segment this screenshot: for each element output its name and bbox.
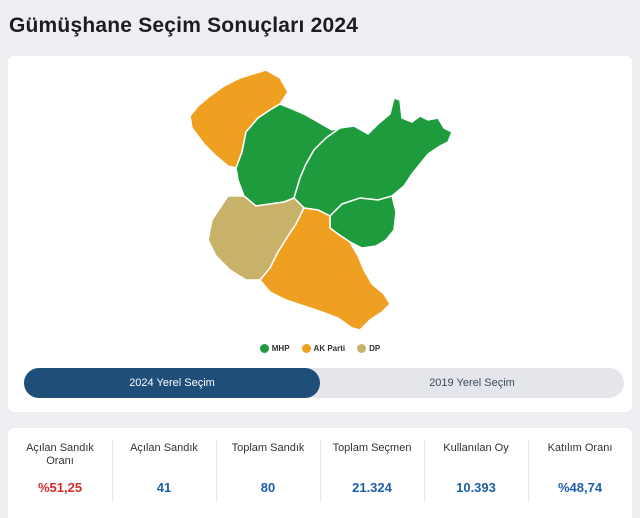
stat-label: Açılan Sandık bbox=[130, 442, 198, 454]
legend-label: MHP bbox=[271, 344, 290, 353]
stat-value: %51,25 bbox=[37, 480, 83, 495]
stat-value: 10.393 bbox=[456, 480, 496, 495]
page-title: Gümüşhane Seçim Sonuçları 2024 bbox=[9, 14, 359, 37]
legend-dot-dp-icon bbox=[357, 344, 367, 353]
tab-2024-yerel-secim[interactable]: 2024 Yerel Seçim bbox=[24, 368, 320, 398]
legend-label: DP bbox=[369, 344, 381, 353]
district-map bbox=[189, 69, 453, 331]
stat-value: 21.324 bbox=[352, 480, 392, 495]
map-card: MHP AK Parti DP 2024 Yerel Seçim 2019 Ye… bbox=[8, 56, 632, 412]
map-legend: MHP AK Parti DP bbox=[8, 344, 632, 353]
stat-toplam-secmen: Toplam Seçmen 21.324 bbox=[320, 428, 424, 518]
tab-2019-yerel-secim[interactable]: 2019 Yerel Seçim bbox=[429, 377, 515, 389]
stat-katilim-orani: Katılım Oranı %48,74 bbox=[528, 428, 632, 518]
legend-label: AK Parti bbox=[313, 344, 346, 353]
stat-label: Toplam Sandık bbox=[231, 442, 305, 454]
district-ak-parti-south[interactable] bbox=[259, 207, 391, 331]
stat-toplam-sandik: Toplam Sandık 80 bbox=[216, 428, 320, 518]
stat-value: 41 bbox=[156, 480, 172, 495]
stat-acilan-sandik-orani: Açılan Sandık Oranı %51,25 bbox=[8, 428, 112, 518]
legend-item-ak-parti: AK Parti bbox=[301, 344, 346, 353]
stat-acilan-sandik: Açılan Sandık 41 bbox=[112, 428, 216, 518]
stat-label: Toplam Seçmen bbox=[332, 442, 412, 454]
stat-kullanilan-oy: Kullanılan Oy 10.393 bbox=[424, 428, 528, 518]
legend-item-mhp: MHP bbox=[259, 344, 290, 353]
district-mhp-east[interactable] bbox=[293, 97, 453, 217]
legend-item-dp: DP bbox=[357, 344, 380, 353]
stat-label: Açılan Sandık Oranı bbox=[26, 442, 94, 467]
stats-panel: Açılan Sandık Oranı %51,25 Açılan Sandık… bbox=[8, 428, 632, 518]
legend-dot-mhp-icon bbox=[259, 344, 269, 353]
stat-label: Kullanılan Oy bbox=[443, 442, 509, 454]
stat-value: %48,74 bbox=[557, 480, 603, 495]
election-year-tabs: 2024 Yerel Seçim 2019 Yerel Seçim bbox=[24, 368, 624, 398]
stat-label: Katılım Oranı bbox=[547, 442, 613, 454]
legend-dot-ak-parti-icon bbox=[301, 344, 311, 353]
stat-value: 80 bbox=[260, 480, 276, 495]
